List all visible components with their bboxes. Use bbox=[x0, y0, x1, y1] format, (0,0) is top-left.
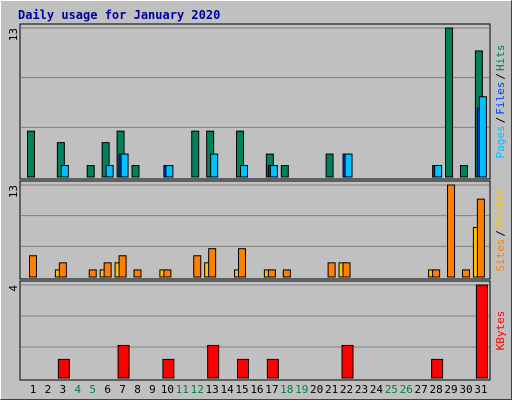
bar bbox=[476, 198, 485, 278]
x-tick-label: 26 bbox=[400, 383, 413, 396]
y-tick-label: 13 bbox=[7, 28, 20, 41]
x-tick-label: 6 bbox=[104, 383, 111, 396]
bar bbox=[105, 165, 114, 178]
legend-separator: / bbox=[494, 230, 507, 237]
x-tick-label: 22 bbox=[340, 383, 353, 396]
bar bbox=[269, 165, 278, 178]
legend-entry: Pages bbox=[494, 125, 507, 158]
x-tick-label: 27 bbox=[415, 383, 428, 396]
x-tick-label: 17 bbox=[265, 383, 278, 396]
chart-title: Daily usage for January 2020 bbox=[18, 8, 220, 22]
bar bbox=[431, 358, 444, 379]
legend-entry: Files bbox=[494, 82, 507, 115]
x-tick-label: 7 bbox=[119, 383, 126, 396]
bar bbox=[162, 358, 175, 379]
bar bbox=[280, 165, 289, 178]
bar bbox=[459, 165, 468, 178]
bar bbox=[165, 165, 174, 178]
bar bbox=[29, 255, 37, 278]
panel bbox=[19, 280, 491, 381]
x-tick-label: 13 bbox=[206, 383, 219, 396]
legend: Sites / Visits bbox=[494, 188, 507, 272]
bar bbox=[434, 165, 443, 178]
bar bbox=[57, 358, 70, 379]
bar bbox=[478, 96, 487, 178]
x-tick-label: 16 bbox=[250, 383, 263, 396]
x-tick-label: 19 bbox=[295, 383, 308, 396]
bar bbox=[208, 248, 217, 278]
bar bbox=[432, 269, 441, 278]
x-tick-label: 15 bbox=[235, 383, 248, 396]
bar bbox=[445, 27, 454, 178]
x-tick-label: 1 bbox=[30, 383, 37, 396]
legend: KBytes bbox=[494, 311, 507, 351]
panel bbox=[19, 23, 491, 180]
bar bbox=[342, 262, 351, 278]
bar bbox=[325, 153, 334, 178]
x-tick-label: 9 bbox=[149, 383, 156, 396]
bar bbox=[240, 165, 249, 178]
bar bbox=[341, 344, 354, 379]
bar bbox=[163, 269, 172, 278]
bar bbox=[131, 165, 140, 178]
bar bbox=[461, 269, 470, 278]
bar bbox=[120, 153, 129, 178]
bar bbox=[117, 344, 130, 379]
bar bbox=[27, 130, 35, 178]
bar bbox=[58, 262, 67, 278]
x-tick-label: 30 bbox=[459, 383, 472, 396]
bar bbox=[237, 358, 250, 379]
bar bbox=[267, 269, 276, 278]
bar bbox=[118, 255, 127, 278]
legend-entry: Sites bbox=[494, 239, 507, 272]
x-tick-label: 5 bbox=[89, 383, 96, 396]
x-tick-label: 24 bbox=[370, 383, 384, 396]
legend-entry: KBytes bbox=[494, 311, 507, 351]
bar bbox=[327, 262, 336, 278]
x-tick-label: 31 bbox=[474, 383, 487, 396]
y-tick-label: 13 bbox=[7, 185, 20, 198]
bar bbox=[475, 284, 488, 379]
bar bbox=[86, 165, 95, 178]
x-tick-label: 10 bbox=[161, 383, 174, 396]
x-tick-label: 8 bbox=[134, 383, 141, 396]
x-tick-label: 23 bbox=[355, 383, 368, 396]
panel bbox=[19, 180, 491, 280]
bar bbox=[60, 165, 69, 178]
x-tick-label: 14 bbox=[220, 383, 234, 396]
bar bbox=[191, 130, 200, 178]
bar bbox=[133, 269, 142, 278]
x-tick-label: 2 bbox=[45, 383, 52, 396]
x-tick-label: 20 bbox=[310, 383, 323, 396]
legend-separator: / bbox=[494, 117, 507, 124]
x-tick-label: 12 bbox=[191, 383, 204, 396]
x-tick-label: 28 bbox=[429, 383, 442, 396]
bar bbox=[344, 153, 353, 178]
y-tick-label: 4 bbox=[7, 285, 20, 292]
x-tick-label: 21 bbox=[325, 383, 338, 396]
bar bbox=[266, 358, 279, 379]
bar bbox=[207, 344, 220, 379]
x-tick-label: 25 bbox=[385, 383, 398, 396]
bar bbox=[210, 153, 219, 178]
x-tick-label: 4 bbox=[74, 383, 81, 396]
x-tick-label: 18 bbox=[280, 383, 293, 396]
x-tick-label: 11 bbox=[176, 383, 189, 396]
legend: Pages/Files/Hits bbox=[494, 45, 507, 159]
legend-entry: Visits bbox=[494, 188, 507, 228]
bar bbox=[88, 269, 97, 278]
bar bbox=[103, 262, 112, 278]
x-tick-label: 3 bbox=[60, 383, 67, 396]
legend-entry: Hits bbox=[494, 45, 507, 72]
legend-separator: / bbox=[494, 73, 507, 80]
bar bbox=[282, 269, 291, 278]
bar bbox=[193, 255, 202, 278]
bar bbox=[447, 184, 456, 278]
bar bbox=[238, 248, 247, 278]
x-tick-label: 29 bbox=[444, 383, 457, 396]
